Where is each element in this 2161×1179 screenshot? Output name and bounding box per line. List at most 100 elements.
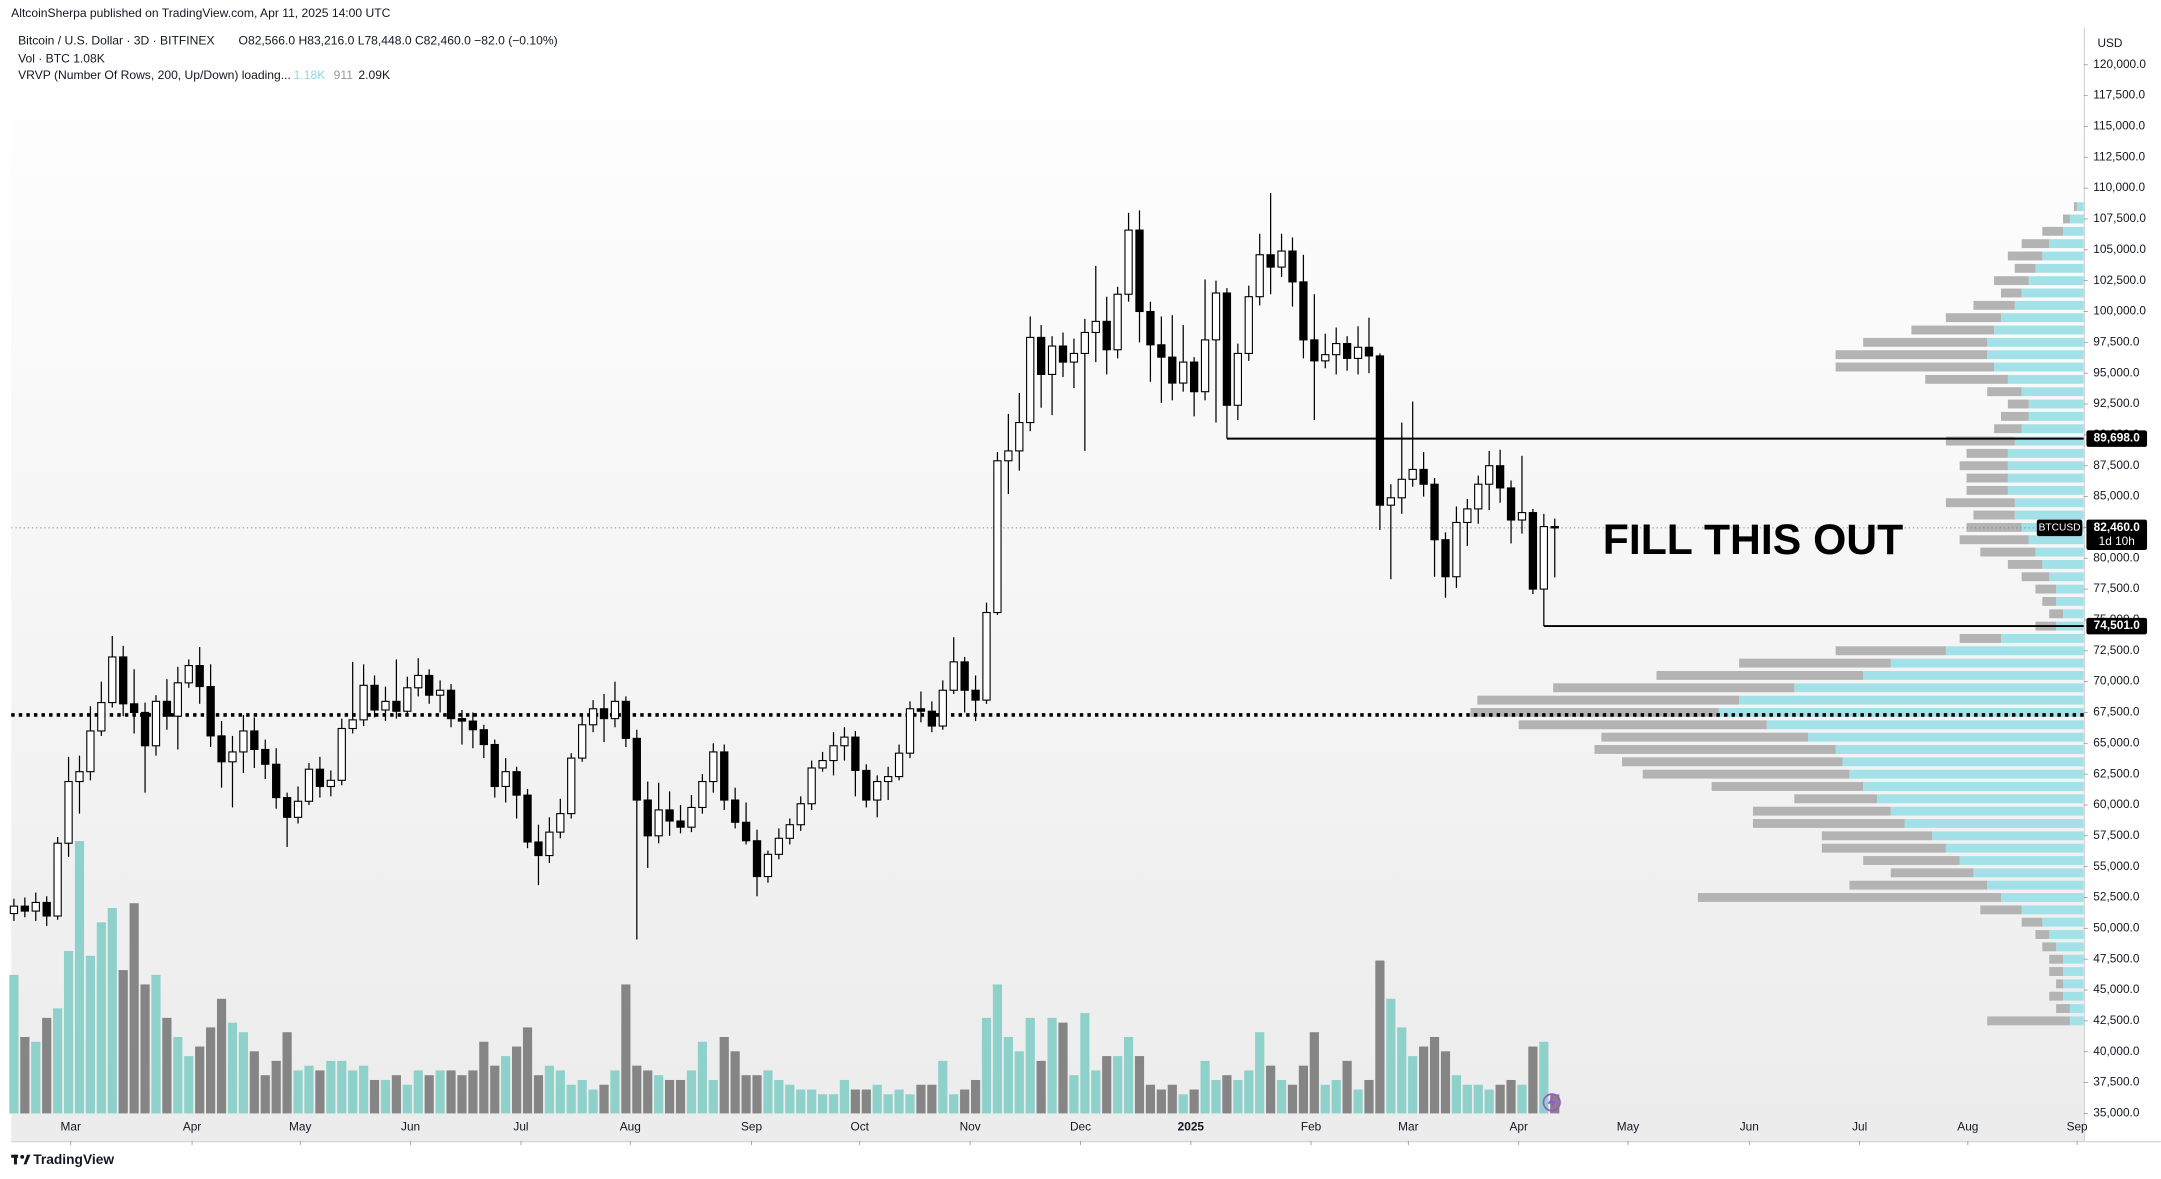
profile-down <box>1959 461 2008 471</box>
volume-bar <box>1473 1084 1483 1114</box>
candle-body <box>282 797 292 818</box>
profile-down <box>1987 1016 2070 1026</box>
ohlc-line: O82,566.0 H83,216.0 L78,448.0 C82,460.0 … <box>239 34 558 48</box>
volume-bar <box>31 1041 41 1114</box>
profile-up <box>1890 658 2084 668</box>
candle-body <box>468 720 478 731</box>
candle-body <box>1047 345 1057 375</box>
y-tick-label: 87,500.0 <box>2093 458 2140 472</box>
y-tick-label: 117,500.0 <box>2093 88 2145 102</box>
candle-body <box>359 684 368 721</box>
volume-bar <box>1495 1084 1505 1114</box>
volume-bar <box>315 1070 325 1114</box>
volume-bar <box>282 1032 292 1114</box>
profile-down <box>1518 720 1767 730</box>
profile-down <box>2035 584 2057 594</box>
volume-bar <box>894 1089 904 1114</box>
volume-bar <box>992 984 1003 1114</box>
candle-body <box>1539 526 1548 590</box>
profile-up <box>1904 819 2084 828</box>
currency: USD <box>2097 36 2122 50</box>
profile-up <box>2007 485 2084 495</box>
candle-body <box>1495 465 1505 489</box>
y-tick-label: 50,000.0 <box>2093 920 2140 934</box>
profile-up <box>2042 559 2084 569</box>
profile-down <box>2014 263 2036 273</box>
candle-body <box>195 665 204 688</box>
candle-body <box>1244 296 1253 355</box>
y-tick-label: 35,000.0 <box>2093 1106 2140 1120</box>
volume-bar <box>1069 1075 1079 1114</box>
volume-bar <box>1320 1084 1330 1114</box>
volume-bar <box>686 1070 697 1114</box>
candle-body <box>479 729 488 746</box>
candle-body <box>1430 483 1439 541</box>
profile-down <box>1973 510 2015 520</box>
candle-body <box>1211 292 1221 341</box>
profile-down <box>1656 671 1864 680</box>
volume-bar <box>730 1051 740 1114</box>
volume-bar <box>1539 1041 1549 1114</box>
volume-bar <box>249 1051 259 1114</box>
profile-down <box>1980 905 2022 915</box>
volume-bar <box>872 1084 882 1114</box>
volume-bar <box>708 1079 718 1114</box>
profile-down <box>1959 633 2001 643</box>
profile-down <box>2042 942 2057 952</box>
candle-body <box>1386 497 1395 506</box>
y-tick-label: 112,500.0 <box>2093 149 2145 163</box>
volume-bar <box>151 974 161 1114</box>
profile-up <box>2021 424 2084 434</box>
y-tick-label: 100,000.0 <box>2093 304 2146 318</box>
candle-body <box>348 719 357 730</box>
candle-body <box>556 813 565 833</box>
pane <box>11 27 2084 1141</box>
candle-body <box>829 745 838 762</box>
volume-bar <box>380 1079 391 1114</box>
candle-body <box>610 700 620 720</box>
candle-body <box>457 718 467 722</box>
profile-up <box>2056 584 2084 594</box>
candle-body <box>599 708 609 720</box>
volume-bar <box>1058 1022 1068 1114</box>
candle-body <box>261 748 270 765</box>
candle-body <box>108 656 117 704</box>
candle-body <box>435 689 445 696</box>
candle-body <box>1036 336 1046 375</box>
candle-body <box>960 661 969 691</box>
profile-down <box>1945 313 2001 323</box>
volume-bar <box>763 1070 773 1114</box>
vrvp-up: 1.18K <box>294 68 326 82</box>
candle-body <box>173 682 182 717</box>
candle-body <box>64 780 73 844</box>
profile-down <box>1966 448 2008 458</box>
candle-body <box>512 771 521 796</box>
candle-body <box>851 736 860 771</box>
volume-bar <box>435 1070 445 1114</box>
candle-body <box>796 803 805 826</box>
profile-down <box>1966 485 2008 495</box>
candle-body <box>1058 345 1068 363</box>
levels <box>11 437 2084 717</box>
volume-bar <box>1102 1056 1112 1114</box>
volume-bar <box>490 1065 500 1114</box>
x-tick-label: Dec <box>1070 1119 1091 1133</box>
candle-body <box>425 674 434 696</box>
y-tick-label: 52,500.0 <box>2093 890 2140 904</box>
volume-bar <box>1506 1079 1516 1114</box>
x-tick-label: Aug <box>1957 1119 1978 1133</box>
candle-body <box>588 708 598 726</box>
profile-down <box>1980 547 2036 557</box>
volume-bar <box>1331 1079 1341 1114</box>
profile-down <box>2049 967 2063 976</box>
candle-body <box>916 708 926 712</box>
volume-bar <box>643 1070 653 1114</box>
volume-bar <box>1178 1094 1188 1114</box>
level-price-box <box>2086 617 2148 635</box>
volume-bar <box>1408 1056 1418 1114</box>
profile-up <box>2042 251 2084 261</box>
profile-down <box>1711 782 1864 791</box>
volume-bar <box>413 1070 423 1114</box>
profile-down <box>2042 596 2057 606</box>
profile-down <box>2063 214 2070 224</box>
